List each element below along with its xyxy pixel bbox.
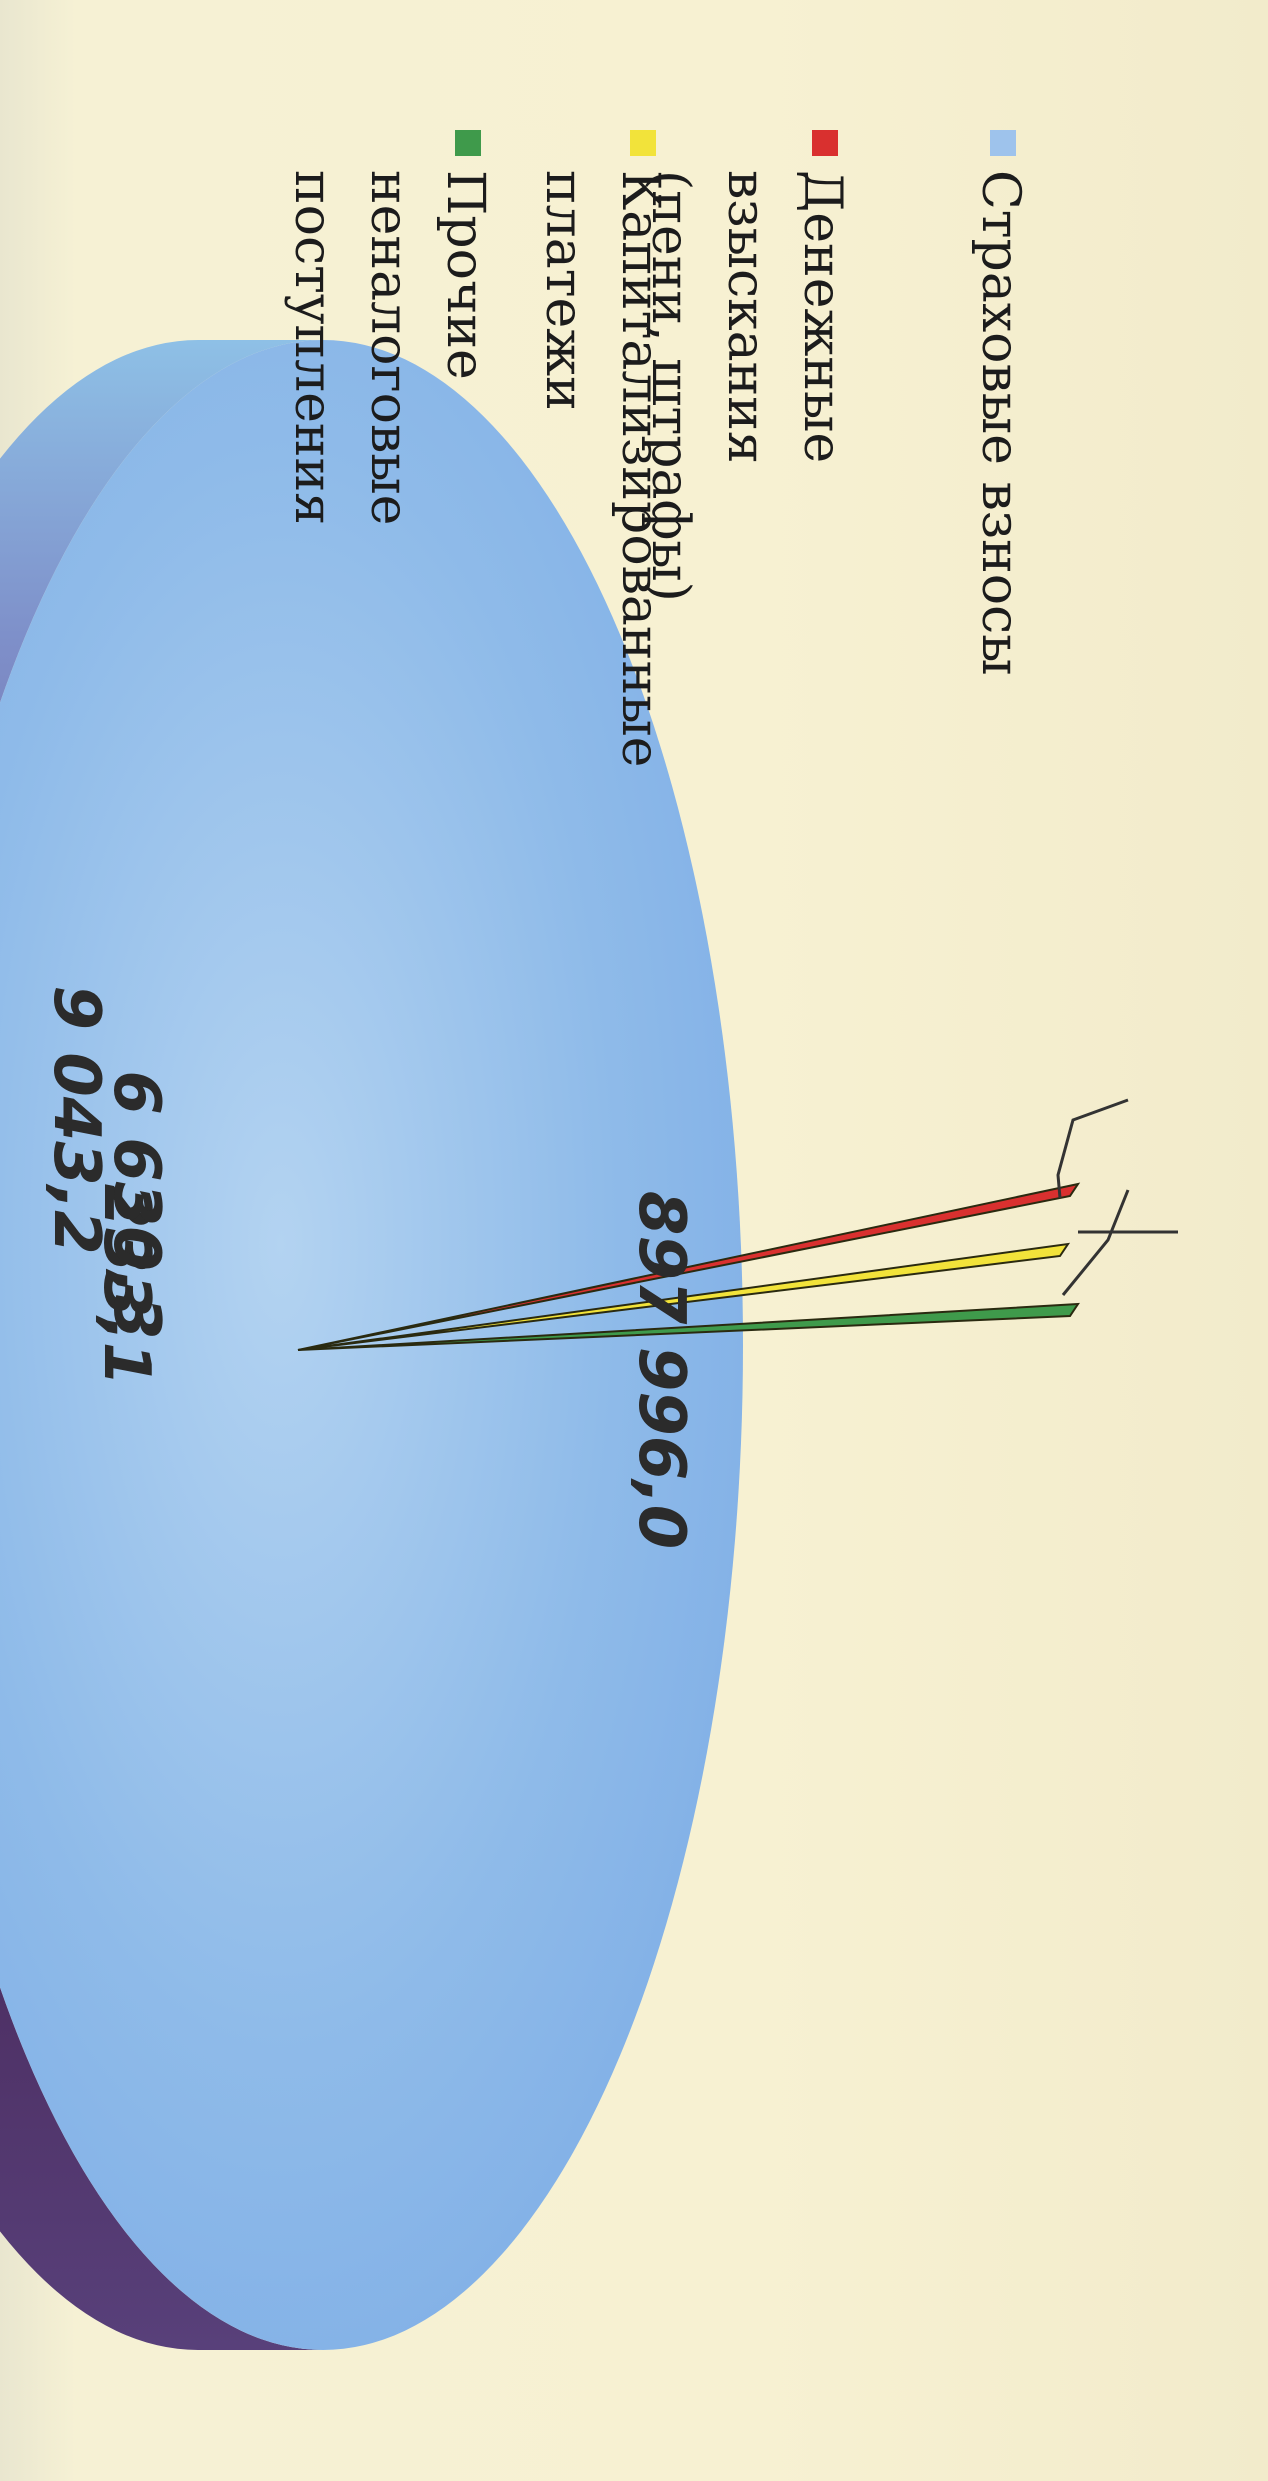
legend-swatch [990, 130, 1016, 156]
legend-item-prochie-nenalogovye: Прочие неналоговые поступления [275, 130, 503, 610]
value-label-233: 233,1 [89, 1184, 163, 1386]
value-label-897996: 897 996,0 [624, 1191, 698, 1549]
pie-slice-1 [297, 1182, 1081, 1351]
legend-label: Капитализированные платежи [534, 170, 670, 768]
leader-line-6630 [1061, 1189, 1130, 1296]
legend-item-kapitalizirovannye-platezhi: Капитализированные платежи [526, 130, 678, 810]
value-labels: 897 996,0 233,19 043,26 630,3 [39, 985, 1178, 1549]
value-label-9043: 9 043,2 [39, 985, 113, 1254]
legend-swatch [455, 130, 481, 156]
pie-slice-3 [297, 1302, 1080, 1351]
pie-group [0, 340, 1081, 2350]
legend-swatch [630, 130, 656, 156]
legend-swatch [812, 130, 838, 156]
pie-slice-2 [297, 1242, 1071, 1351]
legend-label: Страховые взносы [970, 170, 1030, 676]
value-label-6630: 6 630,3 [99, 1070, 173, 1339]
legend-item-strakhovye-vznosy: Страховые взносы [962, 130, 1038, 930]
legend-label: Прочие неналоговые поступления [283, 170, 495, 526]
leader-line-233 [1056, 1098, 1129, 1199]
legend: Страховые взносы Денежные взыскания (пен… [218, 130, 1038, 1530]
